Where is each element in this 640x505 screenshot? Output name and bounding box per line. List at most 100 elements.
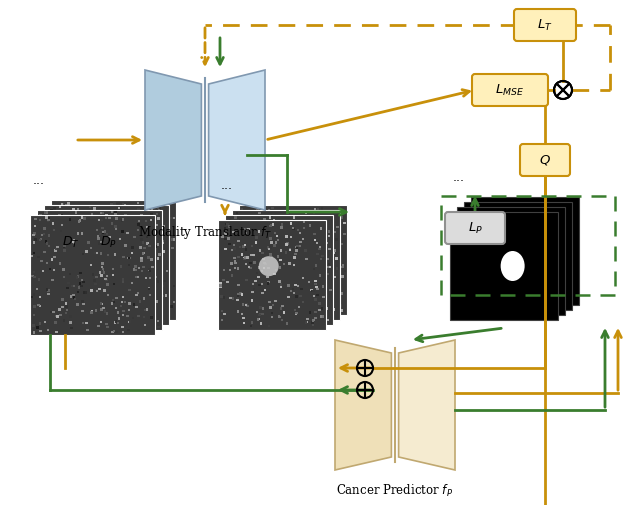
Point [219,293,229,301]
Point [258,299,268,307]
Point [86,215,97,223]
Point [63,244,73,252]
Point [274,277,284,285]
Point [97,272,107,280]
Point [315,257,325,265]
Point [252,229,262,237]
Point [255,294,265,302]
Point [115,301,125,310]
Point [156,230,166,238]
Point [99,246,109,254]
Point [30,235,40,243]
Point [51,293,61,301]
Point [316,302,326,311]
Point [78,216,88,224]
Point [70,292,80,300]
Point [113,280,123,288]
Point [286,287,296,295]
Point [316,229,326,237]
Point [123,268,133,276]
Point [244,280,255,288]
Point [158,222,168,230]
Point [71,200,81,208]
Point [95,240,105,248]
Point [223,312,233,320]
Point [107,304,117,312]
Point [144,219,154,227]
Point [118,328,128,336]
Point [115,279,125,287]
Point [271,281,281,289]
Point [232,265,243,273]
Point [227,246,237,255]
Point [42,209,52,217]
Point [252,307,262,315]
Point [79,261,90,269]
Point [102,323,113,331]
Point [44,232,54,240]
Point [219,266,229,274]
Point [248,305,258,313]
Point [236,232,246,240]
Point [60,306,70,314]
Point [71,209,81,217]
Point [145,247,156,255]
Point [257,230,268,238]
Point [241,226,252,234]
Point [90,304,100,312]
Point [310,269,320,277]
Point [100,252,111,261]
Point [56,309,66,317]
Point [329,246,339,255]
Point [104,214,115,222]
Point [266,234,276,242]
Point [95,269,105,277]
Point [133,199,143,207]
Point [105,262,115,270]
Point [337,289,347,297]
Point [127,249,137,257]
Point [68,318,78,326]
Point [253,316,263,324]
Point [51,263,61,271]
Point [258,277,268,285]
Point [289,289,300,297]
Point [86,320,96,328]
Point [312,239,322,247]
Point [63,256,74,264]
Point [154,250,164,259]
Point [81,319,92,327]
Point [100,244,111,252]
Point [162,262,172,270]
Point [293,274,303,282]
Point [268,295,278,303]
Point [153,240,163,248]
Point [58,209,68,217]
Point [133,285,143,293]
Point [246,309,257,317]
Point [262,286,273,294]
Point [67,292,77,300]
Point [77,230,88,238]
Point [331,232,341,240]
Point [253,214,264,222]
Point [157,292,168,300]
Point [313,246,323,254]
Point [104,256,114,264]
Point [156,274,166,282]
Point [329,297,339,305]
Point [102,276,112,284]
Point [269,265,279,273]
Point [223,240,234,248]
Point [80,261,90,269]
Point [144,242,154,250]
Point [74,217,84,225]
Point [322,305,332,313]
Point [107,220,117,228]
Point [35,302,45,310]
Point [102,230,112,238]
Point [95,209,106,217]
Point [77,214,87,222]
FancyBboxPatch shape [472,74,548,106]
Point [136,249,147,258]
